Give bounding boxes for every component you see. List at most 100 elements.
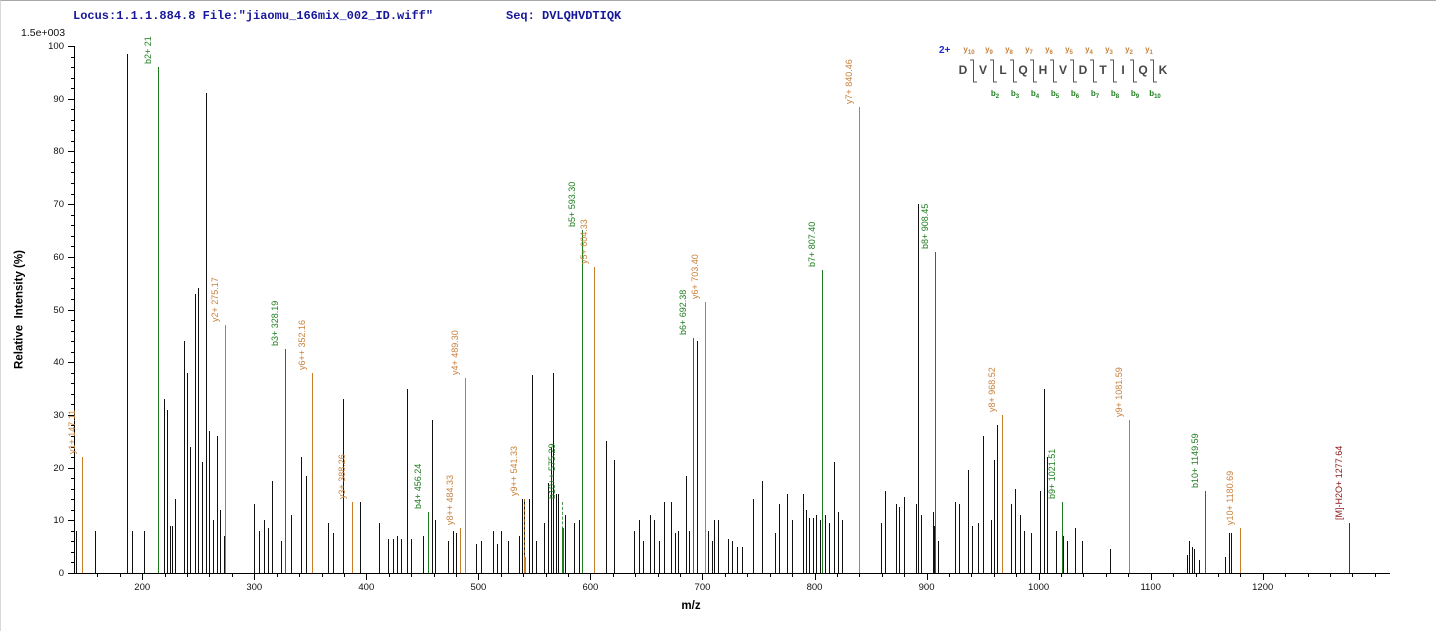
- spectrum-peak: [884, 491, 886, 573]
- spectrum-peak: [378, 522, 380, 573]
- y-minor-tick: [71, 67, 74, 69]
- x-minor-tick: [657, 574, 659, 577]
- x-major-tick: [142, 574, 144, 580]
- fragment-peak-line: [352, 501, 354, 573]
- spectrum-peak: [971, 525, 973, 573]
- x-tick-label: 500: [470, 582, 487, 593]
- fragment-peak-line: [1240, 528, 1242, 573]
- spectrum-peak: [1193, 549, 1195, 573]
- spectrum-peak: [528, 499, 530, 573]
- spectrum-peak: [1082, 541, 1084, 573]
- spectrum-peak: [787, 493, 789, 573]
- spectrum-peak: [174, 499, 176, 573]
- fragment-peak-line: [225, 325, 227, 573]
- x-minor-tick: [1173, 574, 1175, 577]
- x-minor-tick: [1128, 574, 1130, 577]
- y-tick-label: 0: [58, 568, 64, 579]
- spectrum-peak: [400, 538, 402, 573]
- fragment-peak-line: [581, 230, 583, 573]
- fragment-peak-line: [594, 267, 596, 573]
- y-tick-label: 100: [48, 41, 64, 52]
- fragment-peak-label: b9+ 1021.51: [1046, 448, 1057, 499]
- x-minor-tick: [993, 574, 995, 577]
- spectrum-peak: [476, 544, 478, 573]
- y-minor-tick: [71, 341, 74, 343]
- spectrum-peak: [920, 515, 922, 573]
- spectrum-peak: [678, 530, 680, 573]
- spectrum-peak: [991, 520, 992, 573]
- y-minor-tick: [71, 288, 74, 290]
- spectrum-peak: [201, 462, 203, 573]
- spectrum-peak: [127, 53, 129, 573]
- x-minor-tick: [904, 574, 906, 577]
- spectrum-peak: [272, 480, 274, 573]
- fragment-peak-label: y10+ 1180.69: [1225, 471, 1236, 526]
- y-major-tick: [68, 573, 74, 574]
- spectrum-peak: [328, 522, 330, 573]
- spectrum-peak: [1047, 457, 1049, 573]
- y-minor-tick: [71, 246, 74, 248]
- x-minor-tick: [411, 574, 413, 577]
- fragment-peak-line: [1129, 420, 1131, 573]
- x-minor-tick: [187, 574, 189, 577]
- x-major-tick: [814, 574, 816, 580]
- y-tick-label: 60: [53, 251, 64, 263]
- y-minor-tick: [71, 193, 74, 195]
- spectrum-peak: [982, 435, 984, 573]
- y-major-tick: [68, 309, 74, 311]
- spectrum-peak: [736, 546, 738, 573]
- spectrum-peak: [968, 470, 970, 573]
- spectrum-peak: [305, 475, 307, 573]
- spectrum-peak: [664, 501, 666, 573]
- spectrum-peak: [198, 288, 200, 573]
- spectrum-peak: [613, 459, 615, 573]
- spectrum-peak: [1187, 554, 1189, 573]
- y-minor-tick: [71, 277, 74, 279]
- x-minor-tick: [612, 574, 614, 577]
- fragment-peak-label: b4+ 456.24: [413, 464, 424, 510]
- fragment-peak-label: y1+ 147.11: [66, 409, 77, 455]
- spectrum-peak: [816, 515, 818, 573]
- spectrum-peak: [918, 204, 920, 573]
- fragment-peak-line: [459, 528, 461, 573]
- sequence-header: Seq: DVLQHVDTIQK: [506, 9, 622, 23]
- spectrum-peak: [573, 522, 575, 573]
- spectrum-peak: [806, 509, 808, 573]
- spectrum-peak: [132, 530, 134, 573]
- spectrum-peak: [1019, 515, 1021, 573]
- fragment-peak-line-dashed: [523, 499, 525, 573]
- spectrum-peak: [579, 520, 581, 573]
- spectrum-peak: [342, 399, 344, 573]
- y-minor-tick: [71, 541, 74, 543]
- y-minor-tick: [71, 383, 74, 385]
- fragment-peak-label: b5+ 593.30: [566, 182, 577, 228]
- y-minor-tick: [71, 77, 74, 79]
- fragment-peak-label: y9+ 1081.59: [1114, 367, 1125, 418]
- spectrum-peak: [1189, 541, 1191, 573]
- x-tick-label: 600: [582, 582, 599, 593]
- y-major-tick: [68, 256, 74, 258]
- spectrum-peak: [1031, 533, 1033, 573]
- spectrum-peak: [841, 520, 843, 573]
- x-minor-tick: [209, 574, 211, 577]
- spectrum-peak: [671, 501, 673, 573]
- spectrum-peak: [643, 541, 645, 573]
- fragment-peak-label: b6+ 692.38: [677, 290, 688, 336]
- fragment-peak-label: b3+ 328.19: [269, 300, 280, 347]
- spectrum-peak: [1040, 491, 1042, 573]
- x-minor-tick: [881, 574, 883, 577]
- fragment-peak-label: y8++ 484.33: [444, 475, 455, 526]
- x-minor-tick: [97, 574, 99, 577]
- x-major-tick: [590, 574, 592, 580]
- spectrum-peak: [1063, 536, 1065, 573]
- x-minor-tick: [231, 574, 233, 577]
- x-major-tick: [926, 574, 928, 580]
- y-minor-tick: [71, 562, 74, 564]
- x-minor-tick: [433, 574, 435, 577]
- spectrum-peak: [544, 522, 546, 573]
- x-minor-tick: [1061, 574, 1063, 577]
- spectrum-peak: [809, 517, 811, 573]
- spectrum-peak: [828, 522, 830, 573]
- fragment-peak-line: [1348, 522, 1350, 573]
- x-axis-title: m/z: [681, 600, 701, 612]
